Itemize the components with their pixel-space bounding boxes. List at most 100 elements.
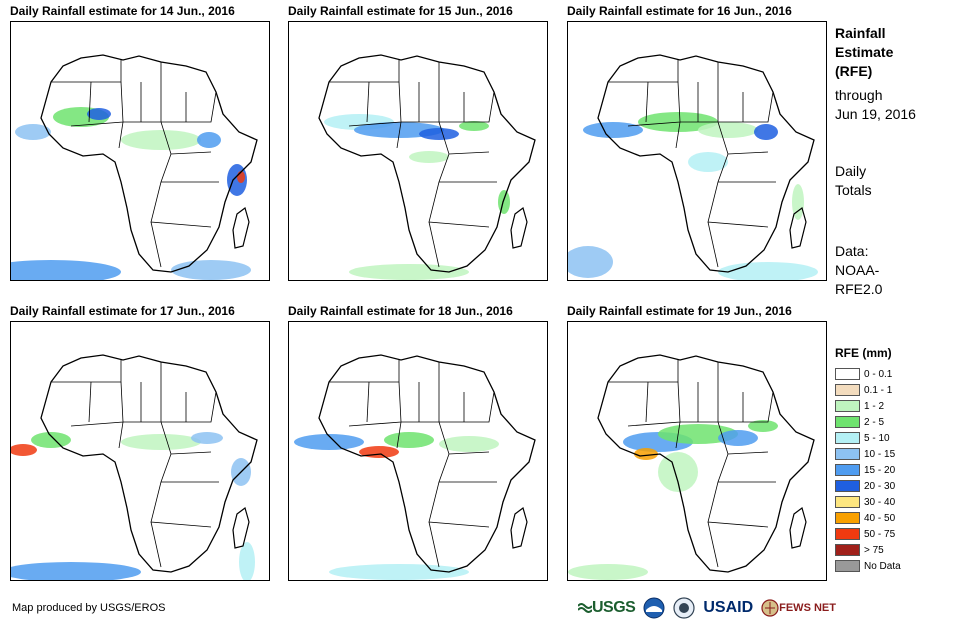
- rainfall-area: [191, 432, 223, 444]
- africa-coastline: [597, 354, 815, 573]
- country-border: [150, 221, 162, 268]
- legend-label: No Data: [864, 560, 901, 572]
- rainfall-area: [792, 184, 804, 220]
- legend-item: 10 - 15: [835, 446, 960, 462]
- country-border: [608, 360, 679, 383]
- country-border: [428, 521, 440, 568]
- legend-swatch: [835, 368, 860, 380]
- rainfall-area: [31, 432, 71, 448]
- legend-swatch: [835, 432, 860, 444]
- rainfall-area: [384, 432, 434, 448]
- rainfall-area: [459, 121, 489, 131]
- rainfall-area: [197, 132, 221, 148]
- country-border: [675, 421, 681, 449]
- legend-swatch: [835, 512, 860, 524]
- country-border: [161, 91, 217, 123]
- country-border: [428, 181, 490, 228]
- noaa-logo: [643, 597, 665, 619]
- rainfall-area: [15, 124, 51, 140]
- country-border: [366, 381, 370, 423]
- country-border: [675, 121, 681, 149]
- rainfall-area: [349, 264, 469, 280]
- country-border: [88, 381, 92, 423]
- legend-label: 1 - 2: [864, 400, 885, 412]
- africa-coastline: [318, 54, 536, 273]
- country-border: [150, 181, 212, 228]
- legend-label: 0.1 - 1: [864, 384, 893, 396]
- rainfall-area: [748, 420, 778, 432]
- rainfall-area: [121, 130, 201, 150]
- legend-item: 15 - 20: [835, 462, 960, 478]
- country-border: [608, 60, 679, 83]
- legend-title: RFE (mm): [835, 346, 892, 360]
- rainfall-area: [11, 444, 37, 456]
- rainfall-area: [439, 436, 499, 452]
- legend-item: 0.1 - 1: [835, 382, 960, 398]
- rainfall-area: [409, 151, 449, 163]
- panel-title: Daily Rainfall estimate for 18 Jun., 201…: [288, 304, 513, 318]
- rainfall-area: [239, 542, 255, 580]
- country-border: [680, 362, 719, 423]
- rainfall-area: [121, 434, 201, 450]
- madagascar-outline: [789, 506, 807, 549]
- rainfall-area: [688, 152, 728, 172]
- rainfall-area: [329, 564, 469, 580]
- country-border: [439, 391, 495, 423]
- panel-title: Daily Rainfall estimate for 19 Jun., 201…: [567, 304, 792, 318]
- legend-label: 0 - 0.1: [864, 368, 893, 380]
- legend-swatch: [835, 480, 860, 492]
- rainfall-map: [567, 321, 827, 581]
- usgs-logo: USGS: [578, 599, 636, 617]
- country-border: [645, 381, 649, 423]
- rainfall-map: [10, 21, 270, 281]
- map-panel-4: Daily Rainfall estimate for 17 Jun., 201…: [10, 304, 270, 581]
- country-border: [707, 481, 769, 528]
- rainfall-map: [567, 21, 827, 281]
- daily-totals-label: Daily Totals: [835, 163, 872, 198]
- nasa-seal-logo: [673, 597, 695, 619]
- rainfall-area: [11, 562, 141, 580]
- legend-swatch: [835, 544, 860, 556]
- legend-rows: 0 - 0.1 0.1 - 1 1 - 2 2 - 5 5 - 10 10 - 15 15 …: [835, 366, 960, 574]
- madagascar-outline: [232, 506, 250, 549]
- rainfall-map: [10, 321, 270, 581]
- legend-label: 50 - 75: [864, 528, 896, 540]
- usgs-wave-icon: [578, 603, 592, 613]
- madagascar-outline: [789, 206, 807, 249]
- africa-map-svg: [11, 54, 258, 280]
- through-date: through Jun 19, 2016: [835, 87, 916, 122]
- africa-map-svg: [568, 54, 818, 280]
- country-border: [717, 453, 776, 483]
- legend-label: 20 - 30: [864, 480, 896, 492]
- africa-map-svg: [568, 354, 815, 580]
- legend-item: 1 - 2: [835, 398, 960, 414]
- legend-item: 30 - 40: [835, 494, 960, 510]
- country-border: [428, 221, 440, 268]
- country-border: [707, 521, 719, 568]
- rainfall-area: [698, 122, 758, 138]
- rainfall-area: [171, 260, 251, 280]
- africa-coastline: [40, 354, 258, 573]
- map-panel-2: Daily Rainfall estimate for 15 Jun., 201…: [288, 4, 548, 281]
- credit-text: Map produced by USGS/EROS: [12, 602, 166, 614]
- rainfall-area: [583, 122, 643, 138]
- rainfall-area: [754, 124, 778, 140]
- map-panel-1: Daily Rainfall estimate for 14 Jun., 201…: [10, 4, 270, 281]
- legend-swatch: [835, 400, 860, 412]
- panel-title: Daily Rainfall estimate for 16 Jun., 201…: [567, 4, 792, 18]
- country-border: [123, 362, 162, 423]
- country-border: [329, 60, 400, 83]
- legend-item: 5 - 10: [835, 430, 960, 446]
- africa-map-svg: [318, 54, 536, 280]
- legend-swatch: [835, 448, 860, 460]
- rainfall-area: [294, 434, 364, 450]
- country-border: [428, 481, 490, 528]
- legend-label: 40 - 50: [864, 512, 896, 524]
- country-border: [439, 91, 495, 123]
- country-border: [51, 360, 122, 383]
- country-border: [329, 360, 400, 383]
- seal-icon: [673, 597, 695, 619]
- legend-label: 2 - 5: [864, 416, 885, 428]
- legend-item: 40 - 50: [835, 510, 960, 526]
- country-border: [123, 62, 162, 123]
